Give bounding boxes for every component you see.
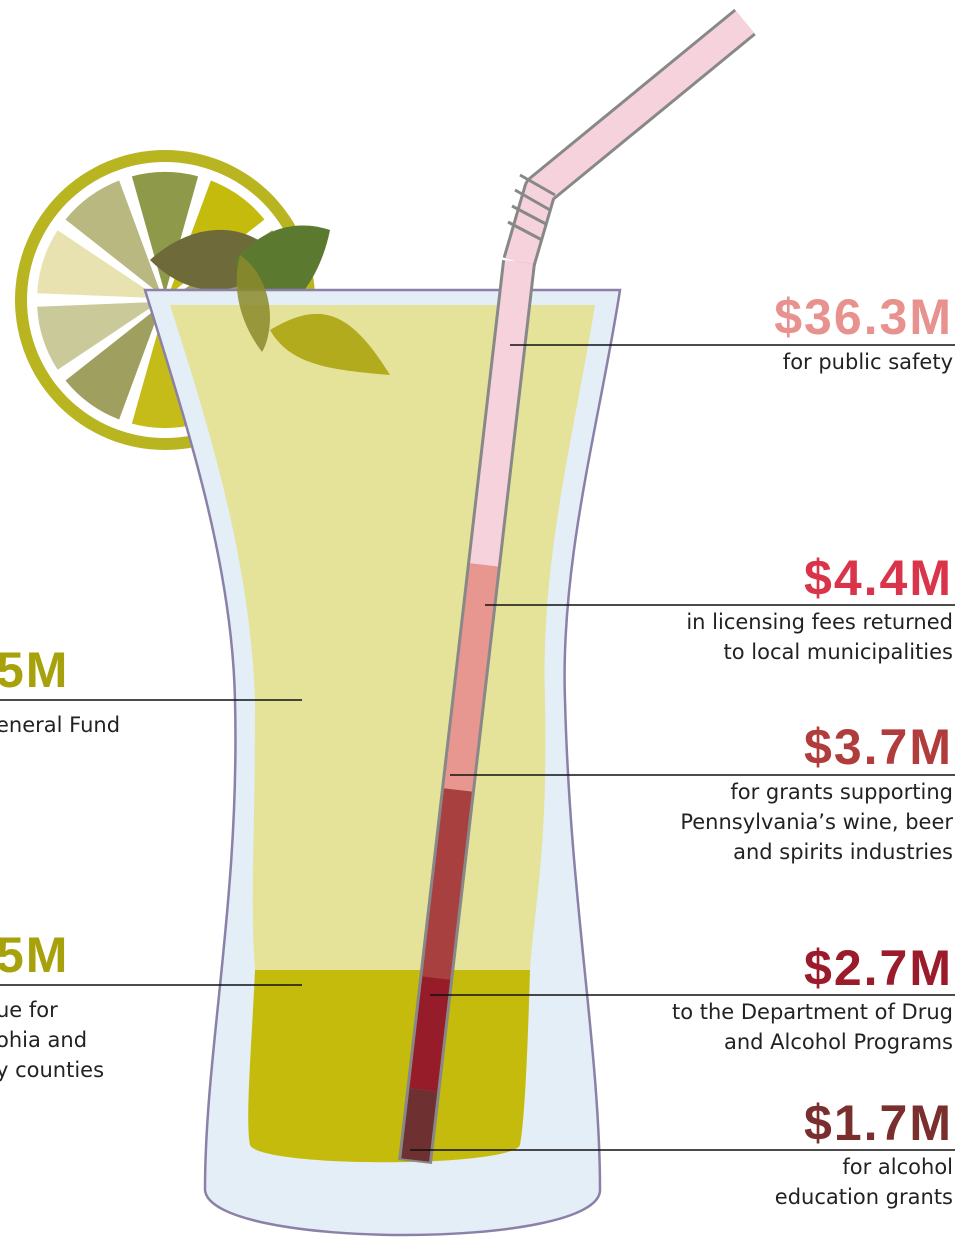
amount: $36.3M (774, 292, 953, 342)
description-line: in licensing fees returned (686, 607, 953, 637)
amount: 5M (0, 930, 69, 980)
description-line: ohia and (0, 1025, 104, 1055)
amount: 5M (0, 645, 69, 695)
description-line: for grants supporting (680, 777, 953, 807)
description-line: to the Department of Drug (672, 997, 953, 1027)
description-line: to local municipalities (686, 637, 953, 667)
description-line: for public safety (783, 347, 953, 377)
drink-lower (248, 970, 530, 1162)
amount: $3.7M (804, 722, 953, 772)
description-line: and Alcohol Programs (672, 1027, 953, 1057)
amount: $2.7M (804, 943, 953, 993)
description: eneral Fund (0, 710, 120, 740)
description: for public safety (783, 347, 953, 377)
description-line: eneral Fund (0, 710, 120, 740)
straw-top (519, 22, 745, 262)
description-line: y counties (0, 1055, 104, 1085)
infographic: $36.3Mfor public safety$4.4Min licensing… (0, 0, 973, 1257)
description-line: ue for (0, 995, 104, 1025)
amount: $4.4M (804, 553, 953, 603)
description-line: and spirits industries (680, 837, 953, 867)
description-line: education grants (775, 1182, 953, 1212)
amount: $1.7M (804, 1098, 953, 1148)
description-line: for alcohol (775, 1152, 953, 1182)
description-line: Pennsylvania’s wine, beer (680, 807, 953, 837)
